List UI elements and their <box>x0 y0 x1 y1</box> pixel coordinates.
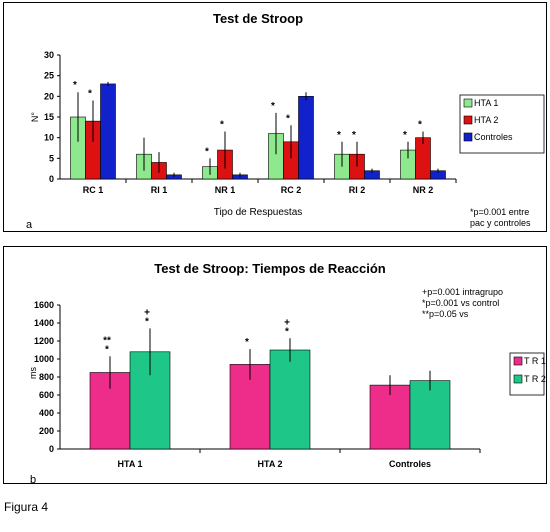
y-tick-label: 1200 <box>34 336 54 346</box>
significance-note: +p=0.001 intragrupo <box>422 287 503 297</box>
legend-swatch-hta-1 <box>463 98 473 108</box>
y-tick-label: 10 <box>44 133 54 143</box>
significance-marker: * <box>352 130 356 141</box>
y-tick-label: 1600 <box>34 300 54 310</box>
x-tick-label: RI 2 <box>349 185 366 195</box>
legend-swatch-t-r-2 <box>513 374 523 384</box>
y-tick-label: 200 <box>39 426 54 436</box>
chart-panel-stroop-responses: Test de Stroop 0 5 10 15 20 25 30 N° RC 1 RI 1 NR 1… <box>3 2 547 232</box>
y-tick-label: 30 <box>44 50 54 60</box>
legend-label-t-r-2: T R 2 <box>524 374 546 384</box>
bar-t-r-2-controles <box>409 380 451 450</box>
significance-marker: * <box>145 316 149 327</box>
significance-marker: * <box>205 146 209 157</box>
significance-marker: * <box>245 337 249 348</box>
significance-marker: * <box>403 130 407 141</box>
y-axis-label: ms <box>28 367 38 379</box>
bar-controles-rc-1 <box>100 83 116 180</box>
chart-title: Test de Stroop: Tiempos de Reacción <box>154 261 385 276</box>
x-tick-label: HTA 2 <box>257 459 282 469</box>
significance-marker: * <box>88 88 92 99</box>
legend-label-hta-2: HTA 2 <box>474 115 498 125</box>
chart-reaction-times: Test de Stroop: Tiempos de Reacción 0 200 4… <box>28 261 546 486</box>
y-tick-label: 800 <box>39 372 54 382</box>
y-tick-label: 0 <box>49 444 54 454</box>
y-tick-label: 15 <box>44 112 54 122</box>
legend-swatch-t-r-1 <box>513 356 523 366</box>
significance-note: pac y controles <box>470 218 531 228</box>
bar-t-r-2-hta-2 <box>269 349 311 450</box>
y-tick-label: 600 <box>39 390 54 400</box>
y-tick-label: 1400 <box>34 318 54 328</box>
significance-marker: * <box>73 80 77 91</box>
bar-controles-rc-2 <box>298 96 314 180</box>
y-tick-label: 25 <box>44 71 54 81</box>
figure-caption: Figura 4 <box>4 500 49 514</box>
y-tick-label: 1000 <box>34 354 54 364</box>
legend-label-t-r-1: T R 1 <box>524 356 546 366</box>
legend-label-hta-1: HTA 1 <box>474 98 498 108</box>
significance-marker: + <box>144 307 150 318</box>
chart-title: Test de Stroop <box>213 11 303 26</box>
significance-note: *p=0.001 vs control <box>422 298 499 308</box>
legend-box <box>459 94 545 154</box>
legend-swatch-controles <box>463 132 473 142</box>
x-tick-label: HTA 1 <box>117 459 142 469</box>
x-tick-label: RC 1 <box>83 185 104 195</box>
x-tick-label: NR 2 <box>413 185 434 195</box>
significance-marker: * <box>418 119 422 130</box>
legend-label-controles: Controles <box>474 132 513 142</box>
x-tick-label: Controles <box>389 459 431 469</box>
x-axis-label: Tipo de Respuestas <box>214 207 303 218</box>
y-tick-label: 5 <box>49 153 54 163</box>
significance-marker: * <box>286 113 290 124</box>
significance-marker: * <box>337 130 341 141</box>
significance-marker: * <box>285 326 289 337</box>
x-tick-label: NR 1 <box>215 185 236 195</box>
x-tick-label: RI 1 <box>151 185 168 195</box>
significance-marker: * <box>220 119 224 130</box>
chart-panel-reaction-times: Test de Stroop: Tiempos de Reacción 0 200 4… <box>3 246 547 486</box>
significance-note: *p=0.001 entre <box>470 207 529 217</box>
significance-marker: + <box>284 317 290 328</box>
x-tick-label: RC 2 <box>281 185 302 195</box>
significance-marker: * <box>271 101 275 112</box>
y-tick-label: 400 <box>39 408 54 418</box>
y-tick-label: 20 <box>44 91 54 101</box>
y-tick-label: 0 <box>49 174 54 184</box>
chart-stroop-responses: Test de Stroop 0 5 10 15 20 25 30 N° RC 1 RI 1 NR 1… <box>26 11 545 231</box>
significance-marker: ** <box>103 335 111 346</box>
y-axis-label: N° <box>30 112 40 122</box>
significance-note: **p=0.05 vs <box>422 309 469 319</box>
legend-swatch-hta-2 <box>463 115 473 125</box>
significance-marker: * <box>105 344 109 355</box>
panel-letter: a <box>26 219 33 231</box>
bar-t-r-1-controles <box>369 384 411 450</box>
panel-letter: b <box>30 474 36 486</box>
